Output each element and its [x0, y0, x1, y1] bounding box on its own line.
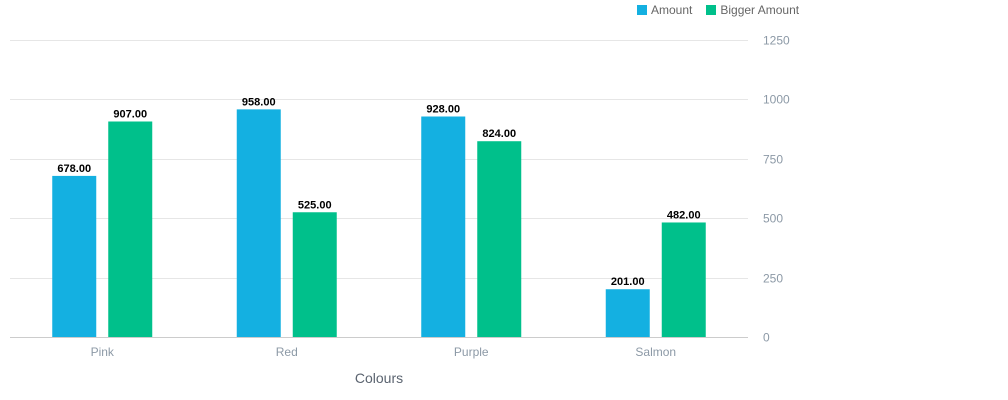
x-tick-label: Purple	[454, 345, 489, 359]
legend-label-amount: Amount	[651, 3, 693, 17]
axis-layer: 0 250 500 750 1000 1250 Pink Red Purple Salmon	[91, 34, 790, 360]
legend-swatch-amount	[637, 5, 647, 15]
legend-item-bigger-amount[interactable]: Bigger Amount	[706, 3, 799, 17]
x-axis-title: Colours	[355, 370, 403, 386]
bar-salmon-amount[interactable]	[605, 289, 650, 337]
y-tick-label: 250	[763, 272, 783, 286]
data-label: 678.00	[57, 163, 91, 175]
bar-purple-bigger-amount[interactable]	[477, 141, 522, 337]
x-tick-label: Red	[276, 345, 298, 359]
y-tick-label: 0	[763, 331, 770, 345]
data-label: 907.00	[113, 108, 147, 120]
bar-pink-bigger-amount[interactable]	[108, 121, 153, 338]
data-label: 482.00	[667, 209, 701, 221]
y-tick-label: 750	[763, 153, 783, 167]
data-label-layer: 678.00 907.00 958.00 525.00 928.00 824.00 201.…	[57, 96, 700, 288]
bar-red-amount[interactable]	[236, 109, 281, 337]
y-tick-label: 500	[763, 212, 783, 226]
bar-red-bigger-amount[interactable]	[292, 212, 337, 337]
data-label: 525.00	[298, 199, 332, 211]
legend-label-bigger-amount: Bigger Amount	[720, 3, 800, 17]
bar-salmon-bigger-amount[interactable]	[661, 222, 706, 337]
chart-legend: Amount Bigger Amount	[637, 3, 813, 17]
bar-layer	[52, 109, 706, 338]
x-tick-label: Salmon	[635, 345, 676, 359]
legend-item-amount[interactable]: Amount	[637, 3, 692, 17]
legend-swatch-bigger-amount	[706, 5, 717, 15]
y-tick-label: 1250	[763, 34, 790, 48]
bar-purple-amount[interactable]	[421, 116, 466, 337]
data-label: 201.00	[611, 276, 645, 288]
data-label: 958.00	[242, 96, 276, 108]
data-label: 824.00	[482, 128, 516, 140]
y-tick-label: 1000	[763, 93, 790, 107]
data-label: 928.00	[426, 104, 460, 116]
x-tick-label: Pink	[91, 345, 115, 359]
bar-pink-amount[interactable]	[52, 175, 97, 337]
